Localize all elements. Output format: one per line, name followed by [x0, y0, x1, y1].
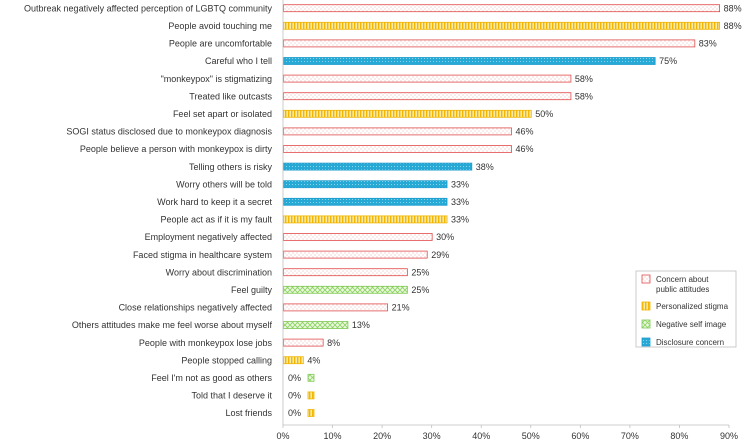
- bar: [283, 74, 572, 83]
- category-label: SOGI status disclosed due to monkeypox d…: [66, 127, 272, 137]
- legend-swatch: [641, 319, 651, 329]
- x-tick-label: 60%: [571, 431, 589, 441]
- bar: [283, 92, 572, 101]
- legend-label: Negative self image: [656, 320, 727, 329]
- value-label: 25%: [411, 267, 429, 277]
- category-label: People believe a person with monkeypox i…: [80, 144, 273, 154]
- bar: [283, 268, 408, 277]
- category-label: People act as if it is my fault: [160, 215, 272, 225]
- bar: [283, 197, 448, 206]
- value-label: 13%: [352, 320, 370, 330]
- bar: [283, 215, 448, 224]
- bar: [307, 373, 315, 382]
- x-tick-label: 20%: [373, 431, 391, 441]
- value-label: 46%: [515, 144, 533, 154]
- legend-box: [635, 270, 737, 348]
- category-label: People avoid touching me: [168, 21, 272, 31]
- category-label: Worry about discrimination: [166, 267, 272, 277]
- x-tick-label: 90%: [720, 431, 738, 441]
- legend-label: Personalized stigma: [656, 302, 729, 311]
- bar: [307, 409, 315, 417]
- value-label: 58%: [575, 74, 593, 84]
- category-label: Treated like outcasts: [189, 91, 272, 101]
- value-label: 29%: [431, 250, 449, 260]
- value-label: 4%: [307, 355, 320, 365]
- value-label: 33%: [451, 197, 469, 207]
- legend-swatch: [641, 274, 651, 284]
- bar: [283, 285, 408, 294]
- value-label: 83%: [699, 39, 717, 49]
- value-label: 21%: [392, 303, 410, 313]
- category-label: Feel guilty: [231, 285, 273, 295]
- value-label: 88%: [724, 3, 742, 13]
- category-label: Feel I'm not as good as others: [151, 373, 272, 383]
- bar: [283, 39, 696, 48]
- legend-label: public attitudes: [656, 285, 709, 294]
- value-label: 50%: [535, 109, 553, 119]
- category-label: Others attitudes make me feel worse abou…: [72, 320, 273, 330]
- category-label: Feel set apart or isolated: [173, 109, 272, 119]
- value-label: 38%: [476, 162, 494, 172]
- value-label: 33%: [451, 215, 469, 225]
- category-label: Work hard to keep it a secret: [157, 197, 272, 207]
- bar: [283, 233, 433, 241]
- bar: [283, 356, 304, 365]
- bar: [283, 109, 532, 118]
- bar: [283, 162, 473, 171]
- legend-swatch: [641, 337, 651, 347]
- category-label: Careful who I tell: [205, 56, 272, 66]
- category-label: Close relationships negatively affected: [119, 303, 272, 313]
- legend-label: Concern about: [656, 275, 709, 284]
- bar: [283, 180, 448, 189]
- category-label: "monkeypox" is stigmatizing: [161, 74, 272, 84]
- category-label: Employment negatively affected: [145, 232, 272, 242]
- value-label: 33%: [451, 179, 469, 189]
- value-label: 25%: [411, 285, 429, 295]
- bar: [283, 145, 512, 153]
- x-tick-label: 50%: [522, 431, 540, 441]
- value-label: 75%: [659, 56, 677, 66]
- value-label: 8%: [327, 338, 340, 348]
- category-label: People stopped calling: [181, 355, 272, 365]
- bar: [283, 250, 428, 259]
- value-label: 46%: [515, 127, 533, 137]
- value-label: 30%: [436, 232, 454, 242]
- x-tick-label: 40%: [472, 431, 490, 441]
- x-tick-label: 10%: [324, 431, 342, 441]
- category-label: Told that I deserve it: [191, 391, 272, 401]
- x-tick-label: 0%: [276, 431, 289, 441]
- category-label: Telling others is risky: [189, 162, 273, 172]
- value-label: 58%: [575, 91, 593, 101]
- category-label: People with monkeypox lose jobs: [139, 338, 273, 348]
- legend-swatch: [641, 301, 651, 311]
- bar: [283, 21, 720, 30]
- category-label: Faced stigma in healthcare system: [133, 250, 272, 260]
- x-tick-label: 70%: [621, 431, 639, 441]
- bar: [283, 338, 324, 347]
- bar: [283, 127, 512, 136]
- category-label: Worry others will be told: [176, 179, 272, 189]
- value-label: 88%: [724, 21, 742, 31]
- category-label: Outbreak negatively affected perception …: [24, 3, 272, 13]
- value-label: 0%: [288, 408, 301, 418]
- legend-label: Disclosure concern: [656, 338, 724, 347]
- bar: [307, 391, 315, 400]
- category-label: Lost friends: [225, 408, 272, 418]
- category-label: People are uncomfortable: [169, 39, 272, 49]
- bar: [283, 303, 388, 312]
- x-tick-label: 30%: [423, 431, 441, 441]
- value-label: 0%: [288, 391, 301, 401]
- bar: [283, 4, 720, 13]
- x-tick-label: 80%: [670, 431, 688, 441]
- value-label: 0%: [288, 373, 301, 383]
- bar: [283, 321, 349, 329]
- bar: [283, 57, 656, 65]
